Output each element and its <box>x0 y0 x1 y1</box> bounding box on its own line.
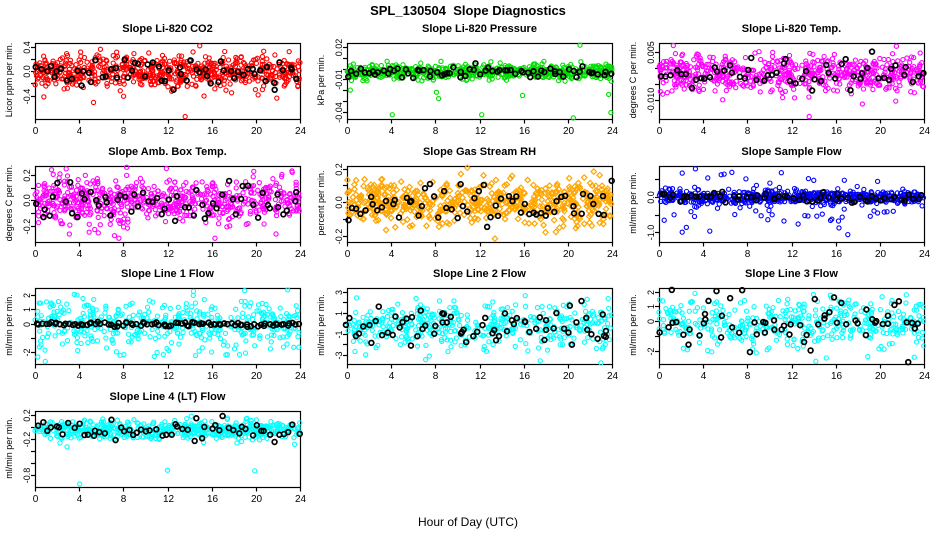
subplot: Slope Gas Stream RH percent per min. <box>312 145 624 268</box>
subplot: Slope Li-820 Temp. degrees C per min. <box>624 22 936 145</box>
subplot: Slope Line 1 Flow ml/min per min. <box>0 267 312 390</box>
plot-canvas <box>0 145 312 268</box>
page-title: SPL_130504 Slope Diagnostics <box>370 3 566 18</box>
subplot: Slope Li-820 CO2 Licor ppm per min. <box>0 22 312 145</box>
plot-canvas <box>0 22 312 145</box>
subplot: Slope Line 4 (LT) Flow ml/min per min. <box>0 390 312 513</box>
plot-canvas <box>0 390 312 513</box>
subplot: Slope Line 2 Flow ml/min per min. <box>312 267 624 390</box>
plot-canvas <box>312 267 624 390</box>
x-axis-label: Hour of Day (UTC) <box>417 515 518 529</box>
plot-canvas <box>312 22 624 145</box>
subplot: Slope Line 3 Flow ml/min per min. <box>624 267 936 390</box>
subplot: Slope Amb. Box Temp. degrees C per min. <box>0 145 312 268</box>
plot-canvas <box>624 267 936 390</box>
plot-canvas <box>312 145 624 268</box>
plot-canvas <box>0 267 312 390</box>
plot-canvas <box>624 22 936 145</box>
subplot: Slope Sample Flow ml/min per min. <box>624 145 936 268</box>
plot-canvas <box>624 145 936 268</box>
subplot: Slope Li-820 Pressure kPa per min. <box>312 22 624 145</box>
